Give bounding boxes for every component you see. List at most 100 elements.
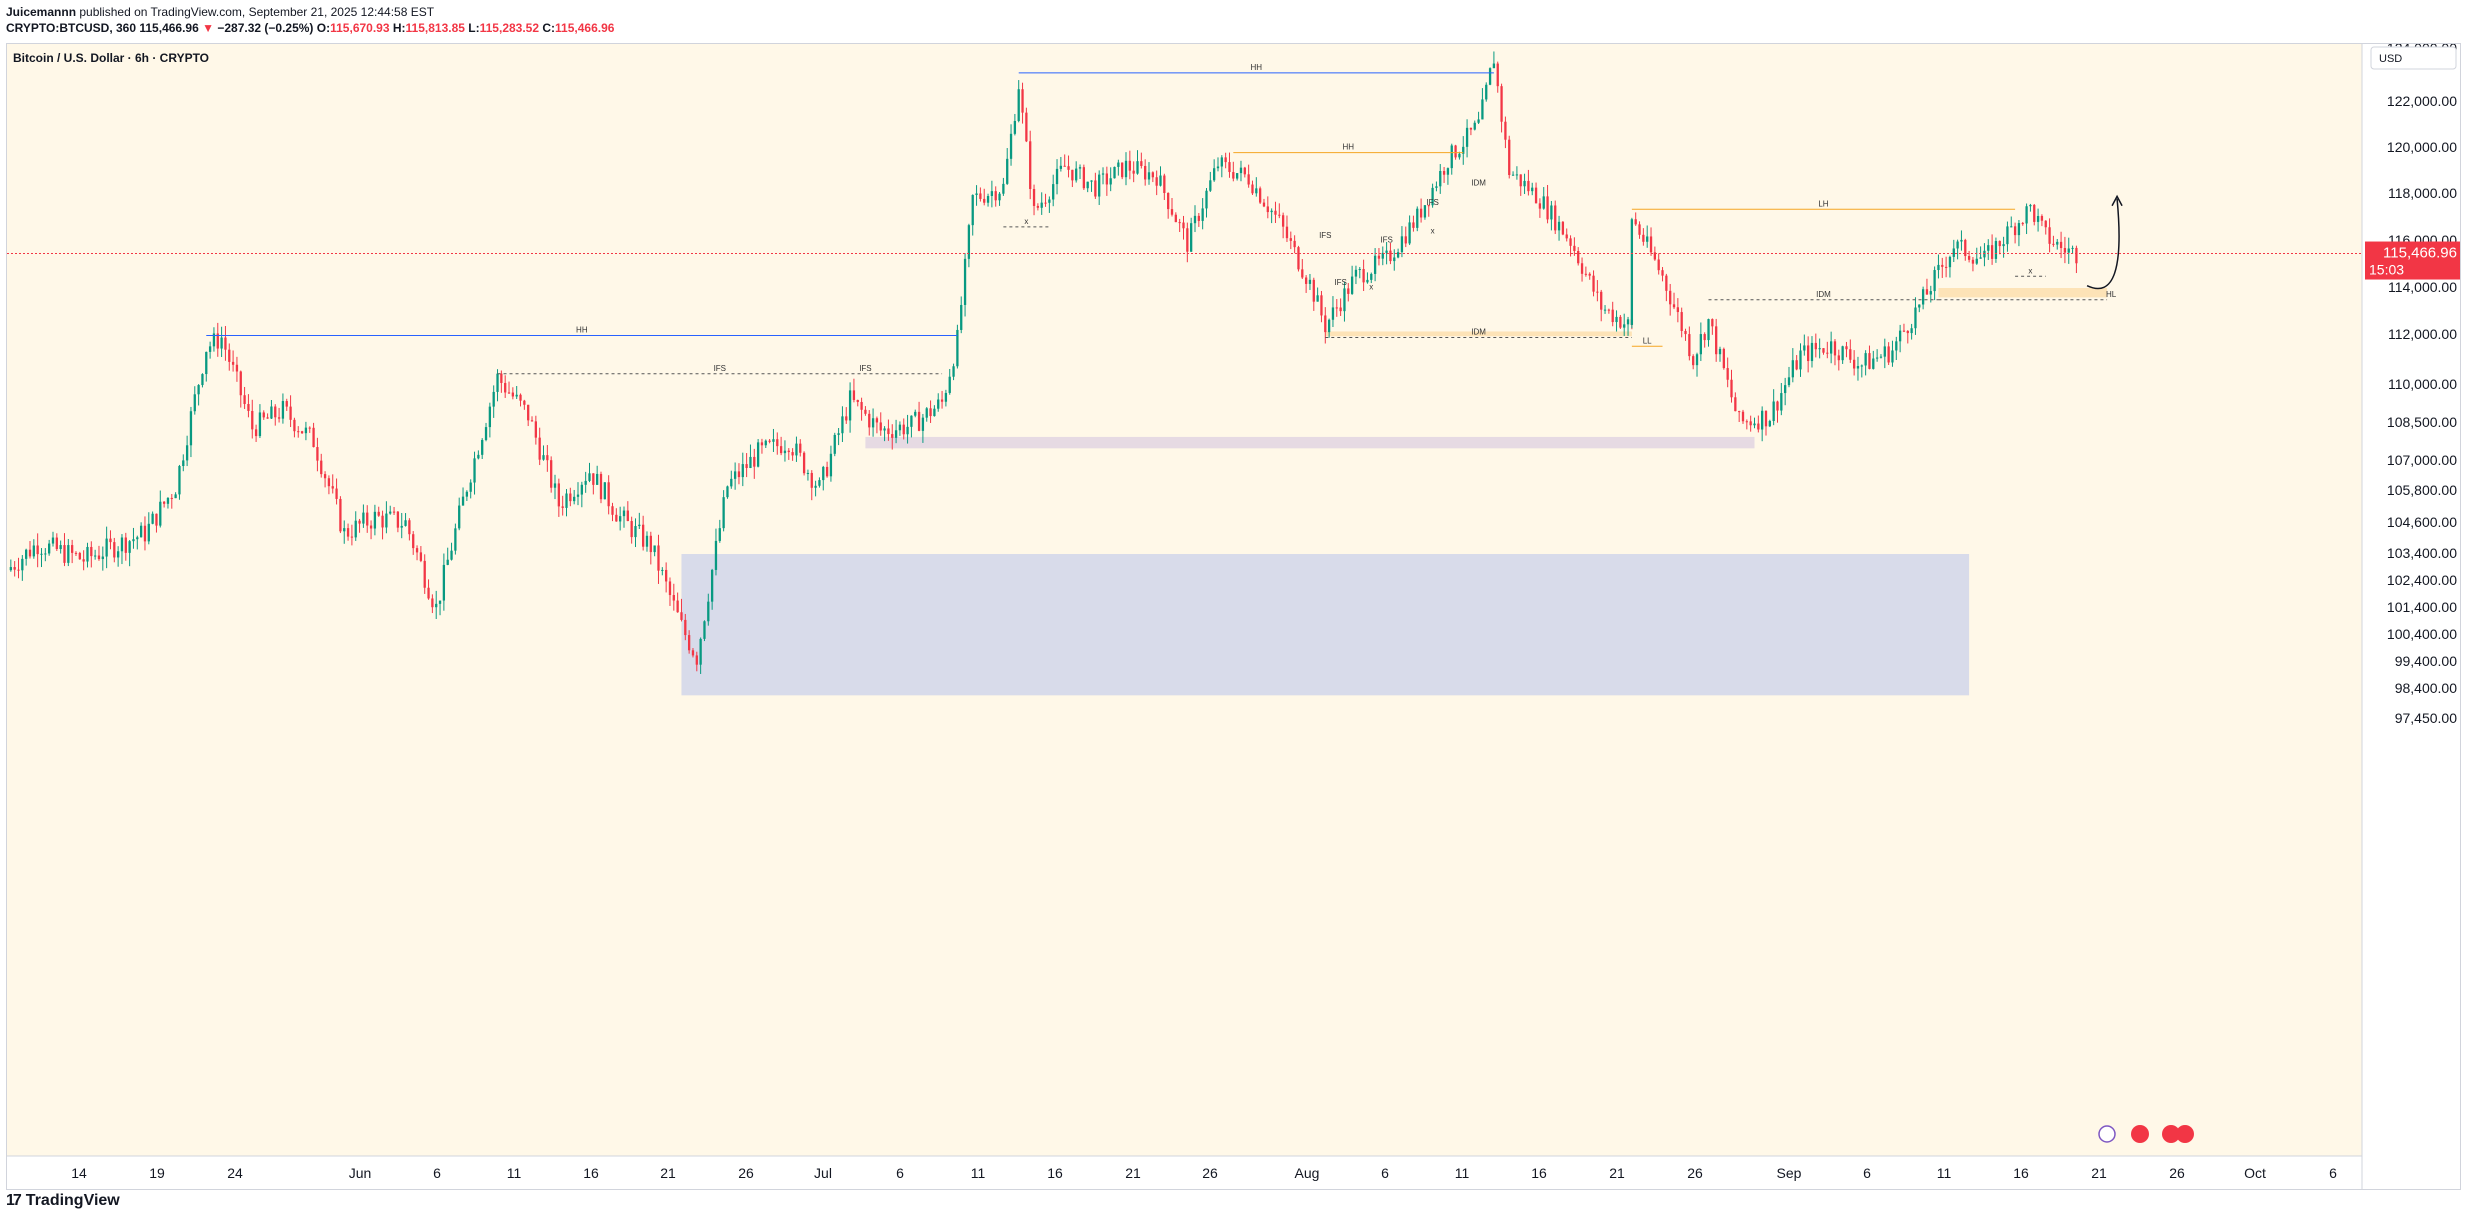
structure-label: IFS — [1334, 278, 1346, 287]
candle-body — [726, 486, 729, 498]
high-value: 115,813.85 — [405, 21, 465, 35]
candle-body — [1964, 239, 1967, 257]
candle-body — [358, 520, 361, 524]
candle-body — [695, 655, 698, 665]
candle-body — [97, 555, 101, 560]
candle-body — [852, 390, 856, 400]
candle-body — [78, 553, 81, 560]
candle-body — [1511, 174, 1515, 176]
candle-body — [1569, 238, 1572, 246]
candle-body — [661, 569, 664, 571]
y-tick-label: 108,500.00 — [2387, 414, 2457, 430]
candle-body — [1772, 401, 1775, 422]
candle-body — [247, 404, 250, 411]
candle-body — [1921, 289, 1925, 305]
candle-body — [412, 534, 415, 549]
x-tick-label: 16 — [1531, 1165, 1547, 1181]
candle-body — [1826, 352, 1829, 354]
candle-body — [262, 412, 265, 418]
x-tick-label: 6 — [896, 1165, 904, 1181]
structure-label: IDM — [1816, 290, 1831, 299]
candle-body — [764, 440, 767, 446]
low-value: 115,283.52 — [479, 21, 540, 35]
candle-body — [1676, 307, 1680, 313]
candle-body — [1358, 269, 1361, 271]
candle-body — [82, 559, 85, 562]
candle-body — [304, 427, 308, 434]
candle-body — [28, 549, 32, 557]
candle-body — [1967, 256, 1971, 260]
candle-body — [1086, 181, 1089, 189]
candle-body — [93, 555, 97, 557]
candle-body — [733, 471, 737, 479]
price-tag-value: 115,466.96 — [2383, 245, 2457, 262]
author-name[interactable]: Juicemannn — [6, 5, 77, 19]
candle-body — [1350, 276, 1354, 294]
candle-body — [377, 511, 380, 516]
candle-body — [1580, 263, 1584, 274]
candle-body — [933, 408, 936, 417]
candle-body — [1262, 202, 1266, 207]
candle-body — [1554, 205, 1557, 231]
candle-body — [538, 437, 541, 460]
candle-body — [703, 621, 706, 639]
candle-body — [2017, 223, 2021, 236]
candle-body — [1979, 257, 1982, 259]
candle-body — [584, 480, 587, 485]
candle-body — [1634, 219, 1637, 225]
candle-body — [871, 418, 875, 428]
candle-body — [2040, 216, 2044, 221]
candle-body — [1546, 196, 1549, 220]
candle-body — [1718, 348, 1722, 355]
candle-body — [948, 376, 951, 393]
candle-body — [680, 612, 683, 620]
candle-body — [162, 501, 166, 504]
candle-body — [316, 447, 319, 461]
candle-body — [1837, 355, 1840, 361]
candle-body — [630, 521, 633, 538]
price-tag-countdown: 15:03 — [2369, 262, 2404, 278]
candle-body — [622, 510, 626, 517]
candle-body — [136, 537, 139, 540]
x-tick-label: 6 — [1381, 1165, 1389, 1181]
candle-body — [741, 464, 744, 478]
candle-body — [1117, 162, 1120, 167]
candle-body — [1316, 295, 1319, 302]
candle-body — [898, 424, 902, 431]
price-chart[interactable]: HHHHHIGHIFSIFSHHLHIDMIDMIDMxxxxIFSIFSIFS… — [7, 44, 2460, 1189]
candle-body — [1408, 222, 1411, 244]
candle-body — [1220, 157, 1223, 167]
candle-body — [956, 329, 959, 367]
candle-body — [431, 598, 434, 608]
candle-body — [990, 191, 994, 196]
structure-label: x — [2028, 266, 2032, 275]
candle-body — [883, 428, 886, 431]
candle-body — [940, 399, 944, 402]
y-tick-label: 103,400.00 — [2387, 545, 2457, 561]
candle-body — [619, 516, 622, 522]
candle-body — [967, 225, 971, 259]
candle-body — [1304, 277, 1308, 284]
candle-body — [1573, 245, 1576, 252]
candle-body — [1044, 202, 1047, 204]
candle-body — [1324, 315, 1327, 333]
candle-body — [36, 545, 39, 555]
candle-body — [1956, 241, 1959, 249]
x-tick-label: 6 — [1863, 1165, 1871, 1181]
candle-body — [714, 540, 718, 570]
candle-body — [327, 478, 331, 487]
candle-body — [814, 485, 817, 488]
candle-body — [1803, 345, 1806, 351]
candle-body — [1082, 167, 1086, 189]
candle-body — [1527, 180, 1530, 192]
candle-body — [1450, 145, 1453, 169]
candle-body — [2052, 243, 2055, 245]
candle-body — [2059, 241, 2063, 249]
candle-body — [917, 411, 921, 431]
candle-body — [1339, 307, 1342, 312]
x-tick-label: 26 — [1202, 1165, 1218, 1181]
candle-body — [1998, 241, 2001, 247]
down-arrow-icon: ▼ — [202, 21, 215, 35]
candle-body — [185, 445, 189, 461]
candle-body — [527, 404, 530, 421]
